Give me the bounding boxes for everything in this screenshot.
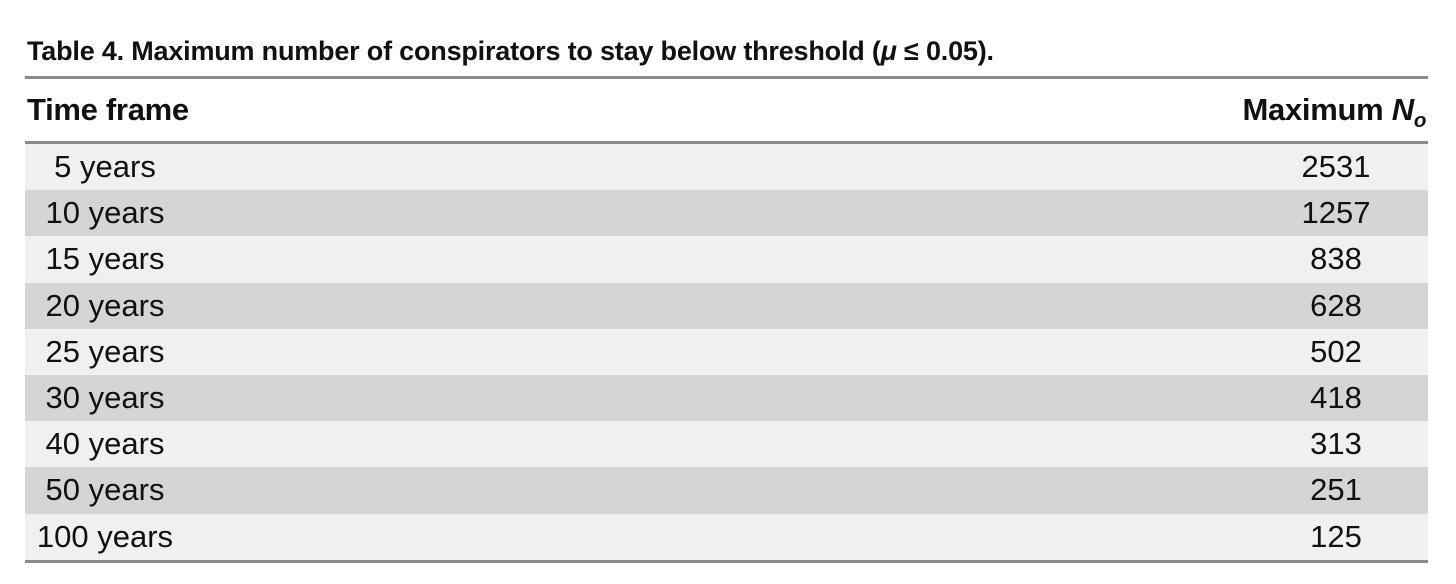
time-frame-cell: 50 years <box>45 472 165 508</box>
n-subscript-o: o <box>1413 109 1426 133</box>
time-frame-cell: 15 years <box>45 241 165 277</box>
table-row: 15 years 838 <box>25 236 1428 283</box>
table-row: 100 years 125 <box>25 513 1428 560</box>
time-frame-cell: 30 years <box>45 380 165 416</box>
time-frame-cell: 40 years <box>45 426 165 462</box>
table-row: 5 years 2531 <box>25 144 1428 191</box>
max-value-cell: 838 <box>1310 241 1362 277</box>
time-frame-cell: 20 years <box>45 287 165 323</box>
table-row: 30 years 418 <box>25 374 1428 422</box>
time-frame-cell: 5 years <box>54 149 156 185</box>
mu-symbol: μ <box>880 36 897 66</box>
table-row: 40 years 313 <box>25 421 1428 468</box>
max-value-cell: 2531 <box>1301 149 1371 185</box>
table-row: 25 years 502 <box>25 328 1428 375</box>
table-row: 50 years 251 <box>25 467 1428 514</box>
column-header-maximum-no: Maximum No <box>1242 92 1428 131</box>
column-header-time-frame: Time frame <box>27 92 189 127</box>
bottom-rule <box>25 559 1428 563</box>
max-value-cell: 628 <box>1310 287 1362 323</box>
time-frame-cell: 100 years <box>36 518 174 554</box>
table-title: Table 4. Maximum number of conspirators … <box>27 36 1428 66</box>
top-rule <box>25 76 1428 79</box>
table-row: 20 years 628 <box>25 282 1428 329</box>
max-value-cell: 1257 <box>1301 195 1371 231</box>
header-rule <box>25 141 1428 144</box>
time-frame-cell: 10 years <box>45 195 165 231</box>
table-title-lead: Table 4. Maximum number of conspirators … <box>27 36 881 66</box>
table-header-row: Time frame Maximum No <box>25 79 1428 141</box>
maximum-label: Maximum <box>1242 92 1392 127</box>
table-body: 5 years 2531 10 years 1257 15 years 838 … <box>25 144 1428 560</box>
table-title-tail: ≤ 0.05). <box>896 36 994 66</box>
n-variable: N <box>1391 92 1414 127</box>
max-value-cell: 418 <box>1310 380 1362 416</box>
table-row: 10 years 1257 <box>25 190 1428 237</box>
max-value-cell: 502 <box>1310 333 1362 369</box>
time-frame-cell: 25 years <box>45 333 165 369</box>
max-value-cell: 313 <box>1310 426 1362 462</box>
max-value-cell: 251 <box>1310 472 1362 508</box>
max-value-cell: 125 <box>1310 518 1362 554</box>
paper-table: Table 4. Maximum number of conspirators … <box>25 0 1428 563</box>
